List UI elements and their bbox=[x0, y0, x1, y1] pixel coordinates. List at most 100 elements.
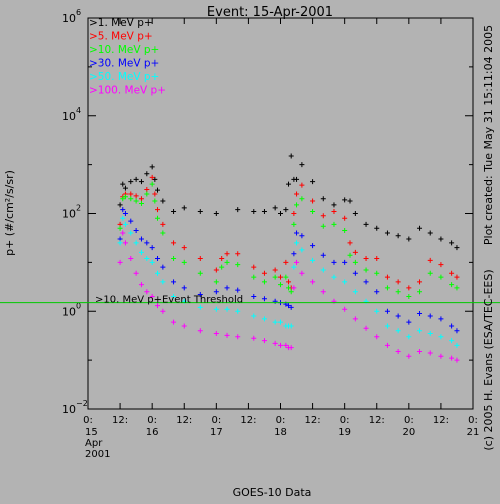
data-point bbox=[278, 319, 283, 325]
series-1 bbox=[117, 174, 460, 291]
x-tick-label: 0: bbox=[404, 415, 414, 426]
data-point bbox=[286, 303, 292, 309]
data-point bbox=[288, 304, 294, 310]
data-point bbox=[149, 245, 155, 251]
data-point bbox=[417, 279, 423, 285]
data-point bbox=[138, 282, 144, 288]
x-tick-label: 12: bbox=[433, 415, 449, 426]
data-point bbox=[149, 294, 155, 300]
data-point bbox=[347, 252, 353, 258]
data-point bbox=[128, 179, 134, 185]
x-tick-label: 0: bbox=[211, 415, 221, 426]
x-year-label: 2001 bbox=[85, 449, 110, 460]
data-point bbox=[213, 279, 219, 285]
data-point bbox=[144, 256, 150, 262]
x-tick-label: 0: bbox=[147, 415, 157, 426]
data-point bbox=[120, 196, 126, 202]
data-point bbox=[374, 256, 380, 262]
data-point bbox=[449, 240, 455, 246]
data-point bbox=[128, 196, 134, 202]
data-point bbox=[171, 256, 177, 262]
data-point bbox=[299, 247, 305, 253]
data-point bbox=[299, 270, 305, 276]
data-point bbox=[342, 197, 348, 203]
data-point bbox=[320, 196, 326, 202]
data-point bbox=[286, 181, 292, 187]
data-point bbox=[395, 279, 401, 285]
data-point bbox=[352, 316, 358, 322]
data-point bbox=[352, 259, 358, 265]
data-point bbox=[363, 267, 369, 273]
data-point bbox=[291, 221, 297, 227]
data-point bbox=[417, 349, 423, 355]
event-threshold-label: >10. MeV p+Event Threshold bbox=[95, 295, 243, 306]
data-point bbox=[251, 208, 257, 214]
data-point bbox=[152, 176, 158, 182]
data-point bbox=[347, 198, 353, 204]
data-point bbox=[288, 323, 294, 329]
data-point bbox=[427, 350, 433, 356]
data-point bbox=[128, 230, 134, 236]
data-point bbox=[331, 221, 337, 227]
data-point bbox=[219, 256, 225, 262]
data-point bbox=[310, 243, 316, 249]
data-point bbox=[181, 205, 187, 211]
data-point bbox=[352, 270, 358, 276]
data-point bbox=[395, 313, 401, 319]
data-point bbox=[427, 230, 433, 236]
data-point bbox=[299, 182, 305, 188]
data-point bbox=[347, 240, 353, 246]
data-point bbox=[224, 306, 230, 312]
data-point bbox=[155, 215, 161, 221]
data-point bbox=[438, 274, 444, 280]
x-tick-label: 12: bbox=[240, 415, 256, 426]
data-point bbox=[283, 342, 289, 348]
data-point bbox=[438, 236, 444, 242]
data-point bbox=[406, 285, 412, 291]
data-point bbox=[197, 208, 203, 214]
data-point bbox=[120, 230, 126, 236]
data-point bbox=[320, 267, 326, 273]
data-point bbox=[406, 334, 412, 340]
data-point bbox=[417, 225, 423, 231]
data-point bbox=[155, 303, 161, 309]
y-tick-label: 10 bbox=[62, 12, 76, 25]
x-tick-label: 0: bbox=[468, 415, 478, 426]
data-point bbox=[160, 221, 166, 227]
data-point bbox=[272, 274, 278, 280]
data-point bbox=[454, 285, 460, 291]
data-point bbox=[197, 256, 203, 262]
data-point bbox=[310, 279, 316, 285]
data-point bbox=[197, 304, 203, 310]
data-point bbox=[144, 289, 150, 295]
data-point bbox=[149, 164, 155, 170]
data-point bbox=[363, 256, 369, 262]
x-day-label: 17 bbox=[210, 427, 223, 438]
data-point bbox=[235, 287, 241, 293]
data-point bbox=[331, 259, 337, 265]
data-point bbox=[299, 196, 305, 202]
data-point bbox=[352, 211, 358, 216]
data-point bbox=[138, 179, 144, 185]
data-point bbox=[454, 342, 460, 348]
data-point bbox=[406, 353, 412, 359]
data-point bbox=[261, 208, 267, 214]
x-tick-label: 12: bbox=[112, 415, 128, 426]
data-point bbox=[363, 279, 369, 285]
x-tick-label: 0: bbox=[340, 415, 350, 426]
data-point bbox=[272, 319, 278, 325]
data-point bbox=[427, 257, 433, 263]
data-point bbox=[384, 285, 390, 291]
data-point bbox=[438, 334, 444, 340]
data-point bbox=[251, 264, 257, 270]
data-point bbox=[320, 213, 326, 219]
x-tick-label: 12: bbox=[176, 415, 192, 426]
data-point bbox=[197, 292, 203, 298]
data-point bbox=[449, 338, 455, 344]
data-point bbox=[181, 323, 187, 329]
data-point bbox=[122, 185, 128, 191]
series-4 bbox=[117, 215, 460, 348]
data-point bbox=[438, 316, 444, 322]
